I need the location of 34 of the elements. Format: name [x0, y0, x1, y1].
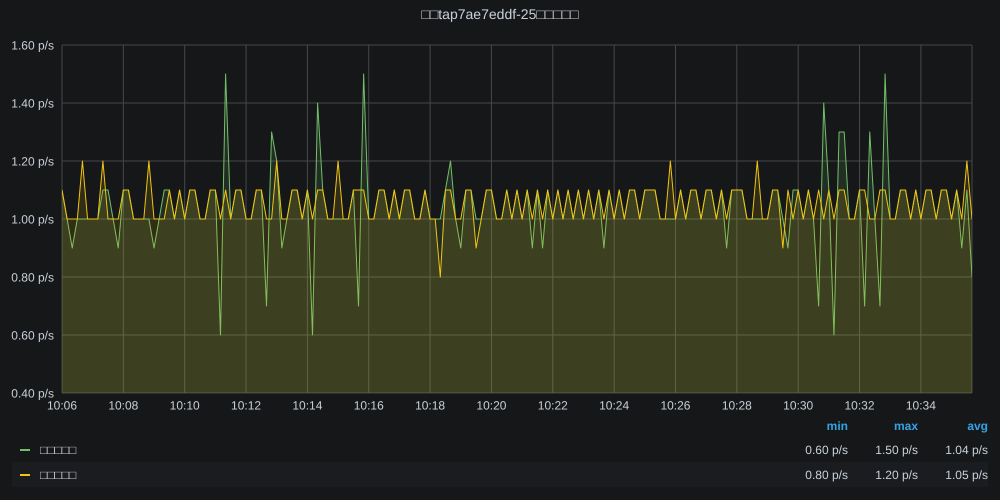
y-tick-label: 0.80 p/s — [11, 270, 54, 284]
x-tick-label: 10:30 — [783, 398, 814, 413]
y-tick-label: 1.60 p/s — [11, 38, 54, 52]
x-tick-label: 10:10 — [170, 398, 200, 413]
text: 0.80 p/s — [804, 468, 848, 482]
x-tick-label: 10:14 — [292, 398, 323, 413]
x-tick-label: 10:28 — [722, 398, 752, 413]
legend-label: □□□□□ — [40, 442, 78, 456]
text: avg — [966, 419, 988, 433]
legend-label: □□□□□ — [40, 468, 78, 482]
y-tick-label: 1.20 p/s — [11, 154, 54, 168]
x-tick-label: 10:34 — [906, 398, 936, 413]
text: 1.20 p/s — [874, 468, 918, 482]
y-tick-label: 0.60 p/s — [11, 328, 54, 342]
y-tick-label: 0.40 p/s — [11, 386, 54, 400]
x-tick-label: 10:26 — [660, 398, 691, 413]
text: 1.05 p/s — [944, 468, 988, 482]
x-tick-label: 10:08 — [108, 398, 139, 413]
x-tick-label: 10:12 — [231, 398, 262, 413]
x-tick-label: 10:20 — [476, 398, 507, 413]
text: min — [826, 419, 848, 433]
text: 1.50 p/s — [874, 442, 918, 456]
x-tick-label: 10:32 — [844, 398, 875, 413]
x-tick-label: 10:24 — [599, 398, 630, 413]
text: 0.60 p/s — [804, 442, 848, 456]
x-tick-label: 10:18 — [415, 398, 446, 413]
x-tick-label: 10:22 — [538, 398, 568, 413]
x-tick-label: 10:06 — [46, 398, 78, 413]
x-tick-label: 10:16 — [354, 398, 384, 413]
y-tick-label: 1.00 p/s — [11, 212, 54, 226]
text: max — [892, 419, 918, 433]
chart-title: □□tap7ae7eddf-25□□□□□ — [420, 6, 580, 22]
text: 1.04 p/s — [944, 442, 988, 456]
y-tick-label: 1.40 p/s — [11, 96, 54, 110]
